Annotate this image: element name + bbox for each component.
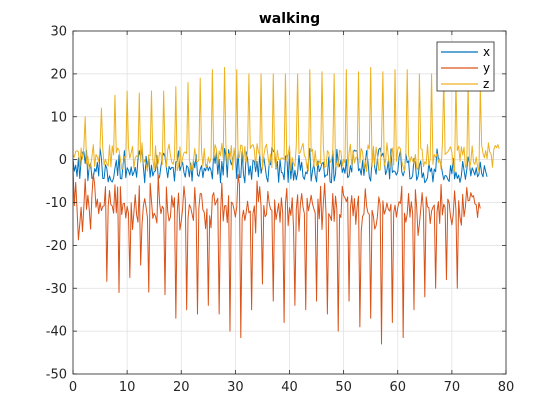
y-tick-label: 30	[50, 25, 67, 40]
legend-label-x: x	[483, 45, 490, 59]
x-tick-label: 50	[335, 380, 352, 395]
y-tick-label: 20	[50, 67, 67, 82]
legend-box	[436, 41, 495, 92]
x-tick-labels: 0 10 20 30 40 50 60 70 80	[69, 380, 514, 395]
legend-label-z: z	[483, 77, 489, 91]
y-tick-label: -50	[46, 368, 67, 383]
x-tick-label: 20	[173, 380, 190, 395]
x-tick-label: 0	[69, 380, 77, 395]
series-line-z	[72, 66, 500, 173]
grid-lines	[72, 30, 507, 375]
x-tick-label: 40	[281, 380, 298, 395]
y-tick-label: 10	[50, 110, 67, 125]
y-tick-label: -30	[46, 282, 67, 297]
y-tick-labels: 30 20 10 0 -10 -20 -30 -40 -50	[46, 25, 67, 383]
axis-ticks	[72, 30, 507, 375]
legend-label-y: y	[483, 61, 490, 75]
y-tick-label: -10	[46, 196, 67, 211]
chart-title: walking	[259, 11, 320, 27]
y-tick-label: 0	[59, 153, 67, 168]
series-line-y	[72, 168, 481, 345]
x-tick-label: 70	[444, 380, 461, 395]
y-tick-label: -20	[46, 239, 67, 254]
y-tick-label: -40	[46, 325, 67, 340]
x-tick-label: 10	[119, 380, 136, 395]
legend: xyz	[436, 41, 495, 92]
series-layer	[72, 66, 500, 345]
x-tick-label: 30	[227, 380, 244, 395]
x-tick-label: 60	[389, 380, 406, 395]
x-tick-label: 80	[498, 380, 515, 395]
